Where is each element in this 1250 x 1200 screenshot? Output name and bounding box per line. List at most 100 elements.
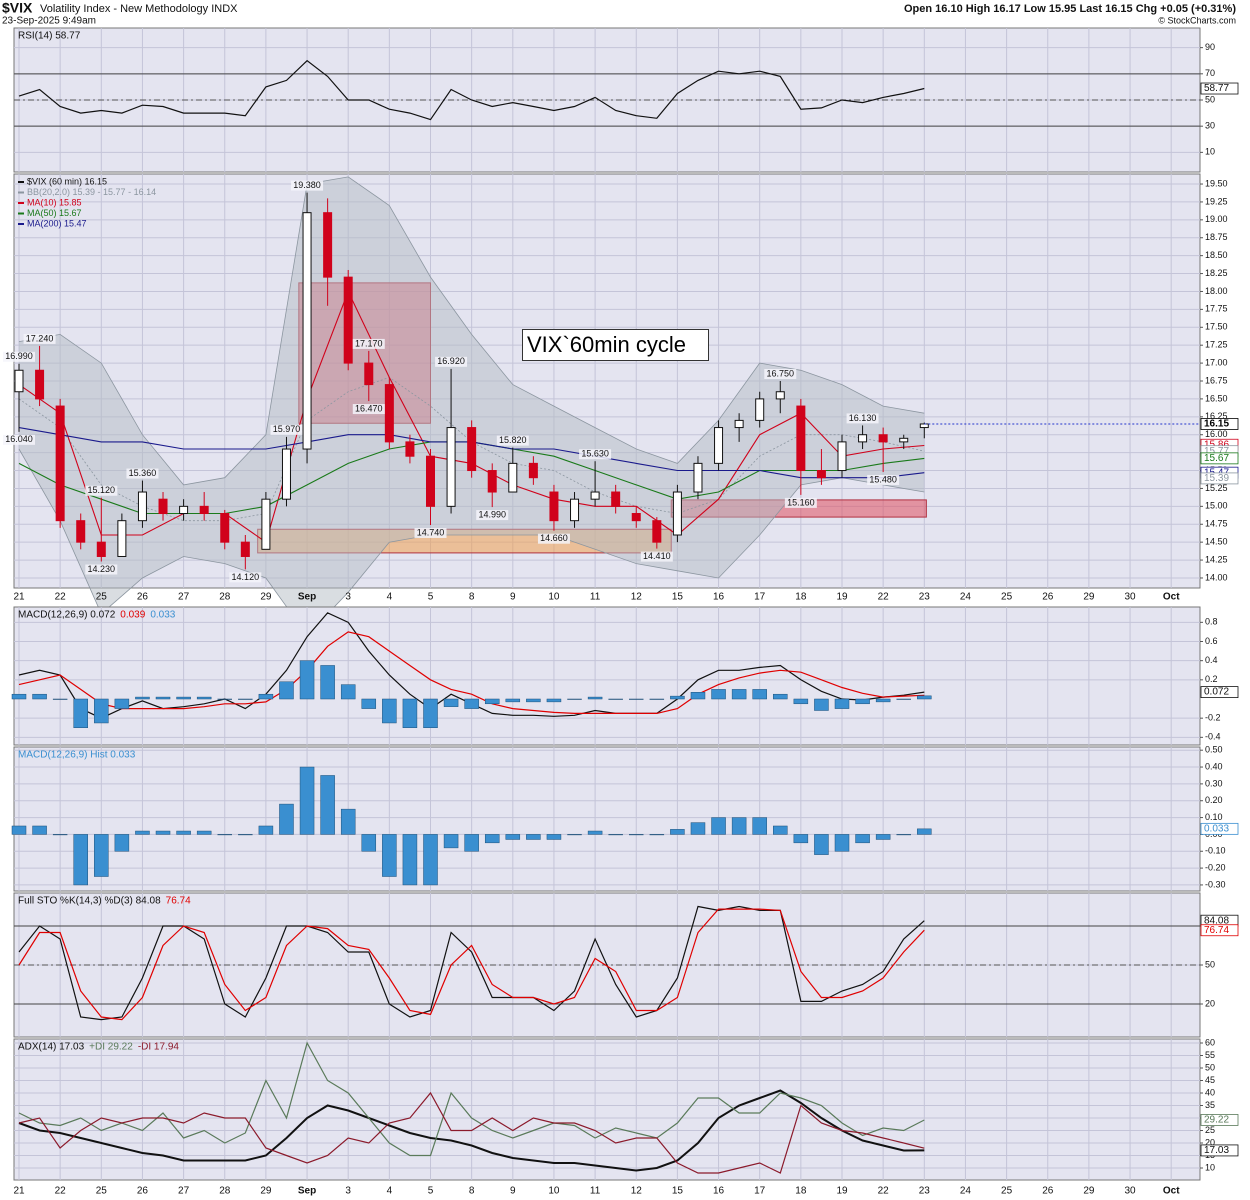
value-tag: 15.86 [1204, 439, 1229, 450]
y-tick-label: 15.00 [1205, 501, 1228, 511]
histogram-bar [258, 825, 274, 835]
y-tick-label: 0.20 [1205, 795, 1223, 805]
histogram-bar [587, 830, 603, 835]
histogram-bar [279, 803, 294, 835]
x-tick-label: 25 [96, 592, 108, 603]
histogram-bar [155, 830, 171, 835]
point-label-bg [352, 404, 385, 415]
x-tick-label: 19 [836, 592, 848, 603]
x-tick-label: 3 [345, 1186, 351, 1197]
point-label-bg [229, 572, 262, 583]
histogram-bar [855, 698, 870, 705]
x-tick-label: 22 [55, 1186, 67, 1197]
credit: © StockCharts.com [1158, 15, 1236, 25]
y-tick-label: 17.75 [1205, 304, 1228, 314]
candle-body [508, 462, 518, 493]
y-tick-label: 20 [1205, 998, 1215, 1008]
histogram-bar [155, 696, 171, 700]
histogram-bar [176, 830, 191, 835]
legend-entry: Full STO %K(14,3) %D(3) 84.08 [18, 896, 161, 907]
legend-entry: $VIX (60 min) 16.15 [27, 176, 107, 186]
candle-body [323, 212, 333, 278]
histogram-bar [464, 698, 479, 709]
date: 23-Sep-2025 9:49am [2, 16, 96, 27]
x-tick-label: 27 [178, 592, 190, 603]
histogram-bar [320, 775, 335, 835]
histogram-bar [917, 828, 932, 835]
histogram-bar [793, 834, 809, 844]
histogram-bar [690, 692, 706, 700]
value-tag: 15.77 [1204, 446, 1229, 457]
x-tick-label: 3 [345, 592, 351, 603]
value-tag: 58.77 [1204, 83, 1229, 94]
x-tick-label: 24 [960, 1186, 972, 1197]
point-label-bg [3, 434, 35, 445]
histogram-bar [320, 665, 335, 700]
y-tick-label: 90 [1205, 42, 1215, 52]
histogram-bar [834, 698, 850, 709]
point-label-bg [537, 533, 570, 544]
x-tick-label: 9 [510, 1186, 516, 1197]
histogram-bar [587, 696, 603, 700]
candle-body [35, 369, 45, 400]
x-tick-label: 26 [137, 592, 149, 603]
candle-body [199, 505, 209, 515]
x-tick-label: 29 [1083, 1186, 1095, 1197]
x-tick-label: 9 [510, 592, 516, 603]
histogram-bar [773, 693, 788, 700]
legend-entry: 0.033 [150, 610, 175, 621]
histogram-bar [382, 698, 397, 724]
y-tick-label: 19.50 [1205, 178, 1228, 188]
y-tick-label: 18.50 [1205, 250, 1228, 260]
histogram-bar [176, 696, 191, 700]
candle-body [384, 384, 394, 443]
y-tick-label: 45 [1205, 1075, 1215, 1085]
histogram-bar [505, 834, 521, 840]
value-tag: 16.15 [1204, 419, 1229, 430]
y-tick-label: -0.30 [1205, 879, 1226, 889]
x-tick-label: 21 [13, 592, 25, 603]
legend-entry: MACD(12,26,9) Hist 0.033 [18, 750, 136, 761]
y-tick-label: 0.40 [1205, 761, 1223, 771]
candle-body [55, 405, 65, 522]
histogram-bar [546, 698, 562, 703]
x-tick-label: 21 [13, 1186, 25, 1197]
candle-body [364, 362, 374, 386]
point-label-bg [496, 435, 529, 446]
point-label-bg [126, 468, 159, 479]
value-tag-box [1200, 472, 1239, 485]
point-label: 15.360 [129, 468, 157, 478]
point-label: 17.240 [26, 333, 54, 343]
indicator-line [18, 1089, 925, 1172]
point-label: 15.820 [499, 435, 527, 445]
value-tag-box [1200, 418, 1239, 430]
point-label: 16.470 [355, 403, 383, 413]
value-tag-box [1200, 452, 1239, 465]
legend-entry: 76.74 [166, 896, 191, 907]
histogram-bar [875, 698, 891, 703]
histogram-bar [834, 834, 850, 852]
indicator-line [18, 1091, 925, 1174]
point-label: 16.990 [5, 351, 33, 361]
x-tick-label: 18 [795, 1186, 807, 1197]
histogram-bar [608, 834, 623, 836]
point-label-bg [640, 551, 673, 562]
candle-body [179, 505, 189, 515]
candle-body [528, 462, 538, 479]
point-label-bg [85, 485, 118, 496]
point-label-bg [291, 180, 324, 191]
candle-body [590, 491, 600, 500]
x-tick-label: 22 [878, 592, 890, 603]
histogram-bar [217, 834, 232, 836]
legend-entry: MA(10) 15.85 [27, 197, 82, 207]
y-tick-label: 30 [1205, 121, 1215, 131]
candle-body [652, 520, 662, 543]
value-tag: 84.08 [1204, 915, 1229, 926]
y-tick-label: 14.25 [1205, 554, 1228, 564]
histogram-bar [464, 834, 479, 852]
point-label: 17.170 [355, 338, 383, 348]
point-label-bg [3, 351, 35, 362]
y-tick-label: 40 [1205, 1087, 1215, 1097]
histogram-bar [567, 698, 582, 700]
candle-body [796, 405, 806, 472]
